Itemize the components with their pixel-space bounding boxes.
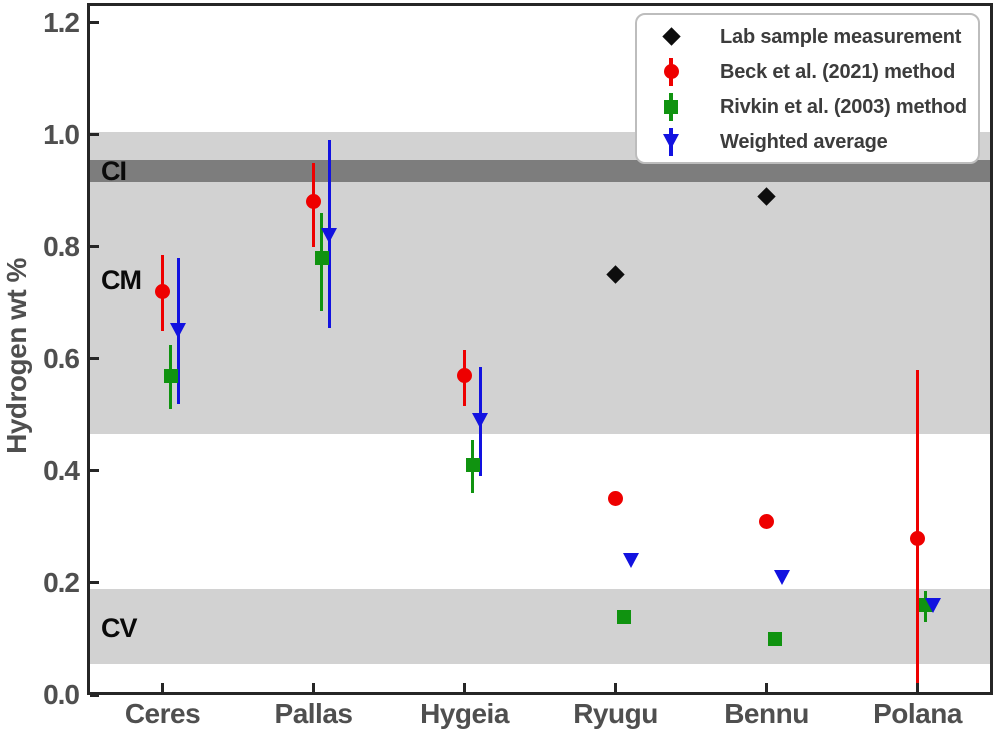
legend-row-lab-sample-measurement: Lab sample measurement bbox=[637, 19, 978, 54]
legend-label: Lab sample measurement bbox=[720, 25, 962, 48]
y-axis-tick-label: 1.0 bbox=[43, 118, 80, 150]
band-label-cm: CM bbox=[101, 265, 142, 296]
marker-rivkin-et-al-2003-method-ryugu-square-icon bbox=[616, 609, 631, 624]
legend: Lab sample measurement Beck et al. (2021)… bbox=[635, 13, 980, 164]
legend-diamond-icon bbox=[658, 21, 684, 53]
y-axis-tick-label: 0.6 bbox=[43, 342, 80, 374]
legend-row-weighted-average: Weighted average bbox=[637, 124, 978, 159]
marker-rivkin-et-al-2003-method-bennu-square-icon bbox=[767, 631, 782, 646]
y-axis-tick bbox=[90, 21, 99, 25]
x-axis-tick-label: Pallas bbox=[274, 698, 353, 729]
marker-beck-et-al-2021-method-ceres-circle-icon bbox=[155, 284, 170, 300]
legend-marker-diamond-icon bbox=[661, 27, 681, 46]
legend-square-icon bbox=[658, 91, 684, 123]
x-axis-tick-label: Bennu bbox=[724, 698, 809, 729]
band-label-ci: CI bbox=[101, 156, 127, 187]
y-axis-tick bbox=[90, 357, 99, 361]
x-axis-tick bbox=[161, 683, 164, 692]
y-axis-tick bbox=[90, 693, 99, 697]
legend-triangle-down-icon bbox=[658, 126, 684, 158]
marker-rivkin-et-al-2003-method-ceres-square-icon bbox=[163, 368, 178, 383]
y-axis-tick-label: 0.2 bbox=[43, 566, 80, 598]
y-axis-tick bbox=[90, 581, 99, 585]
marker-weighted-average-pallas-triangle-down-icon bbox=[321, 228, 337, 244]
legend-label: Beck et al. (2021) method bbox=[720, 60, 956, 83]
x-axis-tick-label: Ceres bbox=[124, 698, 201, 729]
x-axis-tick-label: Hygeia bbox=[420, 698, 509, 729]
marker-weighted-average-ryugu-triangle-down-icon bbox=[623, 553, 639, 569]
marker-beck-et-al-2021-method-polana-circle-icon bbox=[910, 530, 925, 546]
y-axis-tick bbox=[90, 133, 99, 137]
legend-marker-square-icon bbox=[664, 99, 678, 114]
y-axis-tick bbox=[90, 469, 99, 473]
x-axis-tick bbox=[765, 683, 768, 692]
marker-rivkin-et-al-2003-method-hygeia-square-icon bbox=[465, 458, 480, 473]
marker-weighted-average-ceres-triangle-down-icon bbox=[170, 323, 186, 339]
x-axis-tick bbox=[312, 683, 315, 692]
y-axis-tick-label: 0.4 bbox=[43, 454, 80, 486]
y-axis-tick bbox=[90, 245, 99, 249]
marker-beck-et-al-2021-method-bennu-circle-icon bbox=[759, 513, 774, 529]
marker-beck-et-al-2021-method-pallas-circle-icon bbox=[306, 194, 321, 210]
x-axis-tick-label: Ryugu bbox=[573, 698, 658, 729]
y-axis-tick-label: 0.0 bbox=[43, 679, 80, 710]
x-axis-tick bbox=[463, 683, 466, 692]
marker-beck-et-al-2021-method-ryugu-circle-icon bbox=[608, 491, 623, 507]
marker-weighted-average-polana-triangle-down-icon bbox=[925, 597, 941, 613]
x-axis-tick bbox=[916, 683, 919, 692]
marker-beck-et-al-2021-method-hygeia-circle-icon bbox=[457, 368, 472, 384]
legend-marker-triangle-down-icon bbox=[662, 134, 679, 149]
band-label-cv: CV bbox=[101, 612, 138, 643]
marker-rivkin-et-al-2003-method-pallas-square-icon bbox=[314, 250, 329, 265]
y-axis-tick-label: 1.2 bbox=[43, 6, 80, 38]
marker-weighted-average-hygeia-triangle-down-icon bbox=[472, 412, 488, 428]
legend-circle-icon bbox=[658, 56, 684, 88]
x-axis-tick-label: Polana bbox=[873, 698, 962, 729]
legend-marker-circle-icon bbox=[663, 64, 679, 79]
legend-label: Rivkin et al. (2003) method bbox=[720, 95, 967, 118]
x-axis-tick bbox=[614, 683, 617, 692]
legend-row-beck-et-al-2021-method: Beck et al. (2021) method bbox=[637, 54, 978, 89]
band-cv bbox=[90, 588, 990, 665]
legend-row-rivkin-et-al-2003-method: Rivkin et al. (2003) method bbox=[637, 89, 978, 124]
legend-label: Weighted average bbox=[720, 130, 888, 153]
y-axis-tick-label: 0.8 bbox=[43, 230, 80, 262]
marker-weighted-average-bennu-triangle-down-icon bbox=[774, 569, 790, 585]
